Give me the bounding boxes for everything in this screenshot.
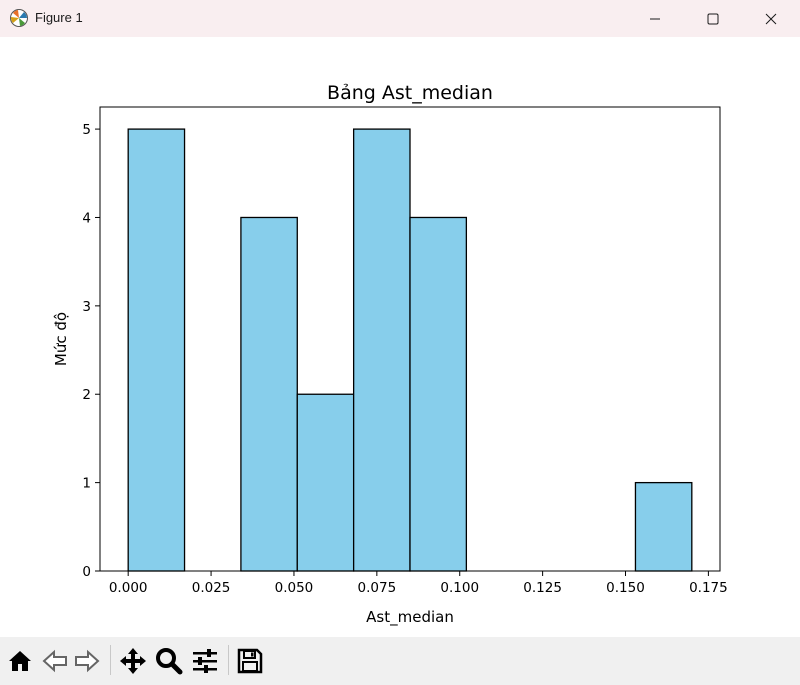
- close-icon: [765, 13, 777, 24]
- histogram-bar: [409, 216, 468, 572]
- close-button[interactable]: [742, 0, 800, 37]
- x-tick-label: 0.075: [358, 580, 397, 596]
- x-ticks: 0.000 0.025 0.050 0.075 0.100 0.125 0.150 0.175: [109, 571, 728, 596]
- back-icon: [42, 649, 67, 673]
- matplotlib-icon: [10, 9, 28, 27]
- forward-icon: [75, 649, 100, 673]
- configure-button[interactable]: [191, 647, 219, 675]
- home-button[interactable]: [6, 647, 34, 675]
- bars-group: [127, 128, 693, 572]
- toolbar-separator: [228, 645, 229, 675]
- histogram-bar: [634, 481, 693, 572]
- histogram-bar: [127, 128, 186, 572]
- forward-button[interactable]: [73, 647, 101, 675]
- histogram-bar: [296, 393, 355, 572]
- configure-icon: [193, 649, 217, 673]
- zoom-icon: [156, 648, 183, 675]
- y-tick-label: 2: [82, 387, 91, 403]
- figure-canvas[interactable]: Bảng Ast_median 0.000 0.025 0.050 0.075 0.10…: [0, 37, 800, 637]
- minimize-icon: [650, 18, 660, 19]
- window-titlebar: Figure 1: [0, 0, 800, 37]
- save-button[interactable]: [236, 647, 264, 675]
- back-button[interactable]: [41, 647, 69, 675]
- toolbar-separator: [110, 645, 111, 675]
- histogram-bar: [240, 216, 298, 572]
- minimize-button[interactable]: [626, 0, 684, 37]
- home-icon: [9, 651, 31, 671]
- x-tick-label: 0.000: [109, 580, 148, 596]
- pan-button[interactable]: [119, 647, 147, 675]
- y-tick-label: 1: [82, 476, 91, 492]
- navigation-toolbar: [0, 637, 800, 685]
- histogram-bar: [352, 128, 411, 572]
- y-tick-label: 5: [82, 122, 91, 138]
- y-tick-label: 3: [82, 299, 91, 315]
- maximize-button[interactable]: [684, 0, 742, 37]
- x-tick-label: 0.025: [192, 580, 231, 596]
- x-tick-label: 0.175: [689, 580, 728, 596]
- zoom-button[interactable]: [155, 647, 183, 675]
- histogram-chart: Bảng Ast_median 0.000 0.025 0.050 0.075 0.10…: [52, 82, 728, 627]
- x-tick-label: 0.100: [440, 580, 479, 596]
- maximize-icon: [707, 13, 719, 24]
- save-icon: [237, 648, 263, 674]
- y-tick-label: 0: [82, 564, 91, 580]
- x-tick-label: 0.050: [275, 580, 314, 596]
- x-tick-label: 0.125: [523, 580, 562, 596]
- x-axis-label: Ast_median: [366, 608, 454, 627]
- window-title: Figure 1: [35, 10, 83, 25]
- x-tick-label: 0.150: [606, 580, 645, 596]
- y-ticks: 0 1 2 3 4 5: [82, 122, 100, 580]
- y-tick-label: 4: [82, 210, 91, 226]
- pan-icon: [120, 648, 146, 674]
- chart-title: Bảng Ast_median: [327, 82, 493, 104]
- plot-area-frame: [99, 106, 721, 572]
- y-axis-label: Mức độ: [52, 312, 70, 366]
